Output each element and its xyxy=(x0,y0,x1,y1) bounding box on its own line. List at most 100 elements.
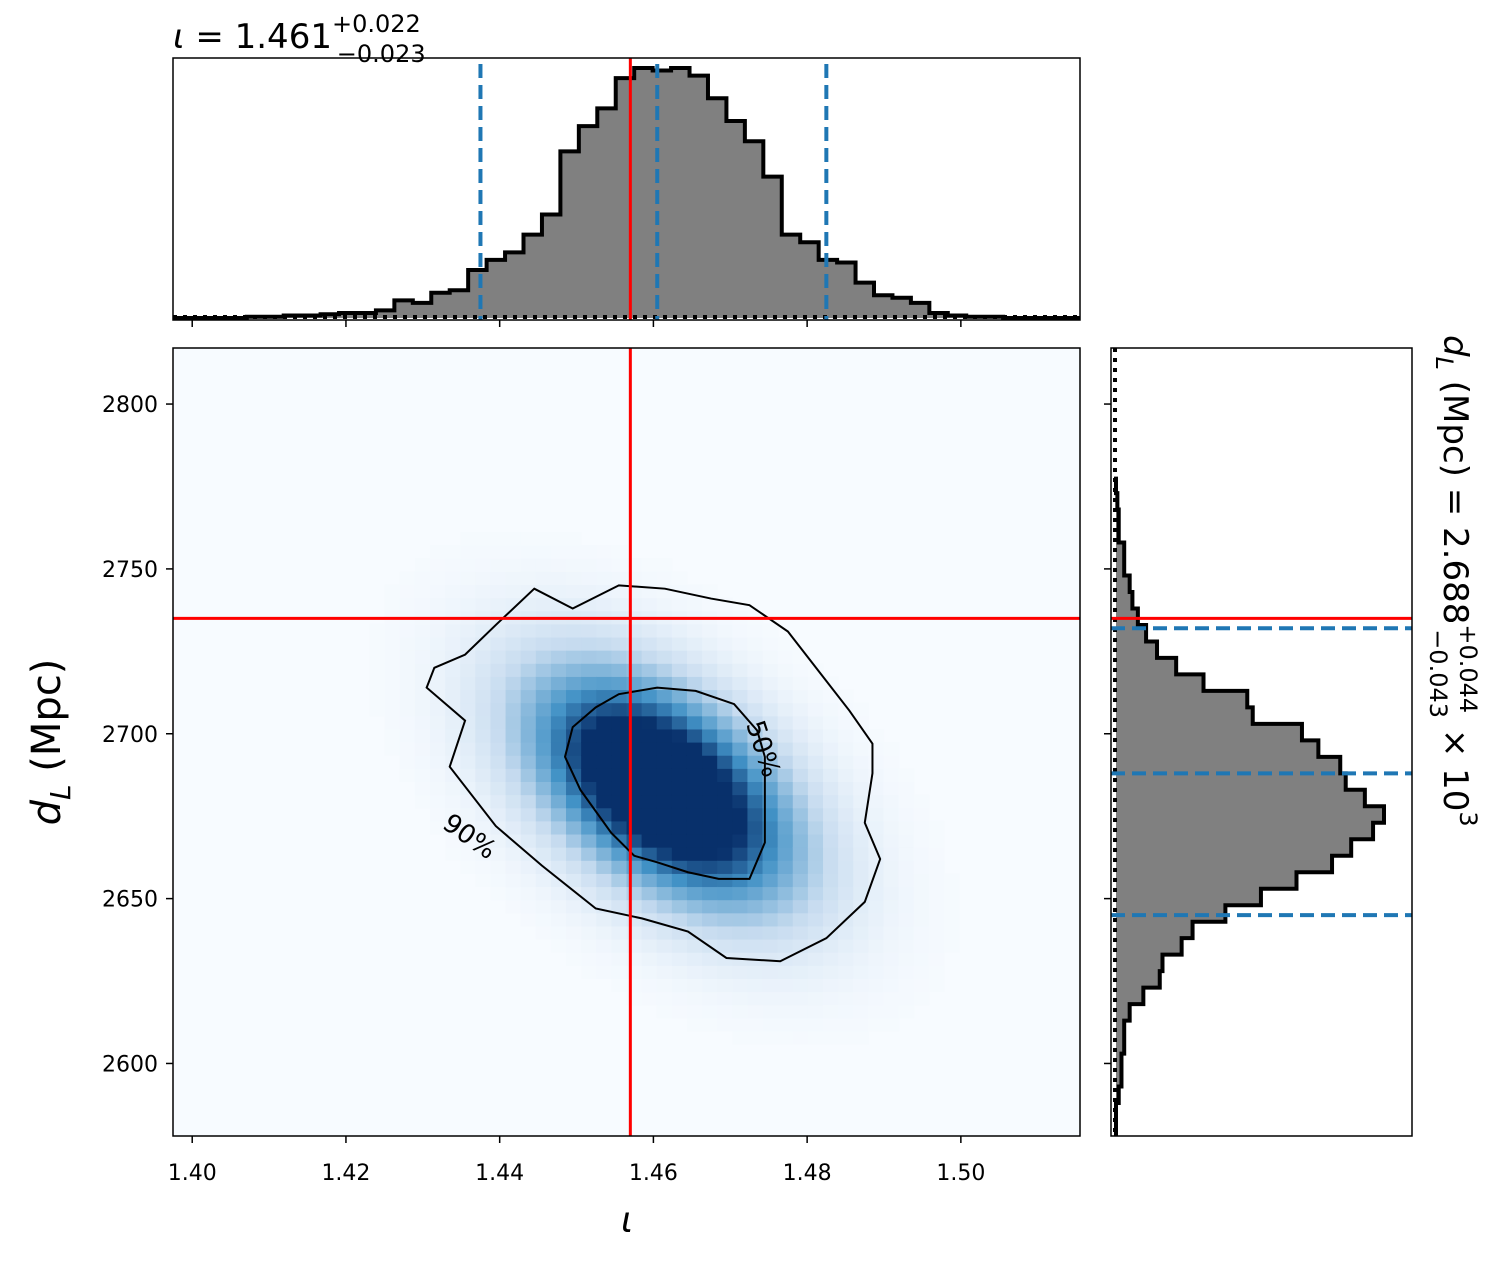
heatmap-cell xyxy=(853,1017,869,1032)
heatmap-cell xyxy=(671,623,688,638)
heatmap-cell xyxy=(807,886,824,901)
heatmap-cell xyxy=(898,768,915,782)
heatmap-cell xyxy=(505,728,522,743)
heatmap-cell xyxy=(490,768,507,782)
heatmap-cell xyxy=(928,820,945,835)
heatmap-cell xyxy=(747,623,764,638)
heatmap-cell xyxy=(641,781,658,796)
heatmap-cell xyxy=(581,820,597,835)
heatmap-cell xyxy=(686,965,703,979)
right-title: dL (Mpc) = 2.688+0.044−0.043 × 103 xyxy=(1424,335,1482,827)
heatmap-cell xyxy=(611,715,628,730)
heatmap-cell xyxy=(566,794,582,809)
heatmap-cell xyxy=(671,807,688,822)
heatmap-cell xyxy=(777,663,794,677)
heatmap-cell xyxy=(520,794,537,809)
heatmap-cell xyxy=(460,597,476,612)
heatmap-cell xyxy=(732,873,749,888)
heatmap-cell xyxy=(671,597,688,612)
heatmap-cell xyxy=(853,991,869,1006)
heatmap-cell xyxy=(490,531,507,546)
heatmap-cell xyxy=(475,689,492,704)
heatmap-cell xyxy=(762,702,779,717)
heatmap-cell xyxy=(611,676,628,691)
heatmap-cell xyxy=(898,991,915,1006)
heatmap-cell xyxy=(566,925,582,940)
heatmap-cell xyxy=(490,636,507,651)
heatmap-cell xyxy=(823,781,839,796)
heatmap-cell xyxy=(520,899,537,914)
heatmap-cell xyxy=(702,952,718,966)
heatmap-cell xyxy=(717,1004,733,1019)
heatmap-cell xyxy=(535,650,552,664)
heatmap-cell xyxy=(460,689,476,704)
joint-ytick-label-2: 2700 xyxy=(102,723,158,748)
heatmap-cell xyxy=(656,715,673,730)
heatmap-cell xyxy=(535,558,552,572)
heatmap-cell xyxy=(596,728,612,743)
heatmap-cell xyxy=(762,1004,779,1019)
heatmap-cell xyxy=(460,663,476,677)
heatmap-cell xyxy=(732,1017,749,1032)
heatmap-cell xyxy=(883,886,900,901)
heatmap-cell xyxy=(369,702,386,717)
heatmap-cell xyxy=(535,689,552,704)
heatmap-cell xyxy=(414,584,431,599)
heatmap-cell xyxy=(566,820,582,835)
heatmap-cell xyxy=(686,873,703,888)
heatmap-cell xyxy=(460,650,476,664)
heatmap-cell xyxy=(535,794,552,809)
heatmap-cell xyxy=(686,833,703,848)
heatmap-cell xyxy=(717,873,733,888)
heatmap-cell xyxy=(853,742,869,756)
heatmap-cell xyxy=(883,794,900,809)
heatmap-cell xyxy=(943,925,960,940)
heatmap-cell xyxy=(550,676,567,691)
heatmap-cell xyxy=(686,925,703,940)
heatmap-cell xyxy=(581,965,597,979)
heatmap-cell xyxy=(656,768,673,782)
heatmap-cell xyxy=(717,886,733,901)
heatmap-cell xyxy=(702,742,718,756)
heatmap-cell xyxy=(777,1017,794,1032)
heatmap-cell xyxy=(807,676,824,691)
heatmap-cell xyxy=(702,807,718,822)
heatmap-cell xyxy=(732,768,749,782)
heatmap-cell xyxy=(762,623,779,638)
heatmap-cell xyxy=(429,768,446,782)
heatmap-cell xyxy=(686,597,703,612)
heatmap-cell xyxy=(686,715,703,730)
heatmap-cell xyxy=(807,807,824,822)
heatmap-cell xyxy=(505,689,522,704)
heatmap-cell xyxy=(490,676,507,691)
heatmap-cell xyxy=(853,978,869,993)
heatmap-cell xyxy=(671,833,688,848)
heatmap-cell xyxy=(762,873,779,888)
right-panel-frame xyxy=(1110,347,1413,1137)
heatmap-cell xyxy=(460,623,476,638)
heatmap-cell xyxy=(399,623,416,638)
heatmap-cell xyxy=(429,794,446,809)
heatmap-cell xyxy=(596,571,612,585)
heatmap-cell xyxy=(596,702,612,717)
heatmap-cell xyxy=(460,584,476,599)
heatmap-cell xyxy=(596,939,612,953)
heatmap-cell xyxy=(596,755,612,769)
heatmap-cell xyxy=(641,807,658,822)
heatmap-cell xyxy=(596,925,612,940)
heatmap-cell xyxy=(641,847,658,861)
heatmap-cell xyxy=(792,965,809,979)
heatmap-cell xyxy=(520,768,537,782)
heatmap-cell xyxy=(777,742,794,756)
heatmap-cell xyxy=(868,1004,885,1019)
heatmap-cell xyxy=(535,755,552,769)
heatmap-cell xyxy=(641,833,658,848)
heatmap-cell xyxy=(732,781,749,796)
heatmap-cell xyxy=(475,860,492,874)
heatmap-cell xyxy=(475,584,492,599)
heatmap-cell xyxy=(928,978,945,993)
heatmap-cell xyxy=(732,978,749,993)
heatmap-cell xyxy=(581,728,597,743)
heatmap-cell xyxy=(717,847,733,861)
heatmap-cell xyxy=(913,899,930,914)
